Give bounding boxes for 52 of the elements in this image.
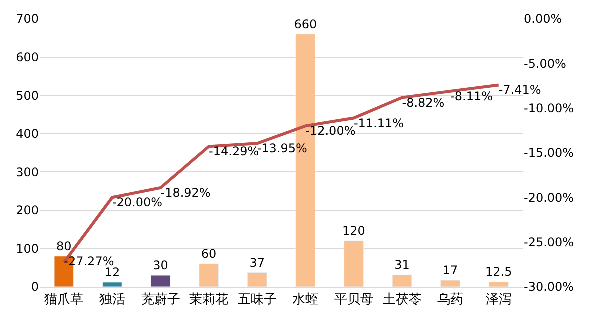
data-label: -20.00% (112, 196, 163, 210)
data-label: -7.41% (498, 83, 542, 98)
x-tick-label: 猫爪草 (44, 292, 84, 308)
data-label: -8.82% (402, 96, 445, 110)
bar (199, 264, 219, 287)
data-label: -13.95% (257, 142, 308, 156)
data-label: 60 (201, 247, 217, 262)
data-label: -11.11% (354, 116, 404, 130)
bar (440, 280, 460, 287)
y2-tick-label: -5.00% (524, 56, 566, 71)
x-tick-label: 茺蔚子 (141, 292, 180, 308)
bar (344, 240, 364, 287)
data-label: 17 (442, 263, 458, 278)
y-tick-label: 500 (16, 88, 39, 103)
y-tick-label: 300 (16, 165, 39, 180)
x-tick-label: 五味子 (238, 292, 277, 308)
data-label: 31 (394, 258, 410, 272)
x-tick-label: 水蛭 (292, 292, 319, 308)
data-label: 120 (342, 224, 366, 238)
x-tick-label: 茉莉花 (190, 292, 229, 308)
data-label: -12.00% (306, 124, 356, 138)
data-label: 660 (294, 17, 318, 32)
bar (150, 275, 171, 287)
y-tick-label: 100 (16, 242, 39, 256)
y2-tick-label: -20.00% (524, 190, 574, 205)
y2-tick-label: -25.00% (524, 236, 574, 250)
y2-tick-label: -15.00% (524, 146, 574, 160)
data-label: 12.5 (485, 265, 512, 280)
y-tick-label: 700 (16, 12, 39, 26)
data-label: 12 (104, 265, 120, 280)
bar (102, 282, 122, 287)
data-label: 37 (250, 256, 265, 270)
y2-tick-label: -10.00% (524, 102, 574, 116)
data-label: -14.29% (209, 144, 260, 159)
x-tick-label: 乌药 (438, 292, 464, 308)
y-tick-label: 600 (16, 50, 39, 64)
y2-tick-label: -30.00% (524, 280, 574, 294)
x-tick-label: 独活 (99, 292, 126, 308)
data-label: 30 (153, 258, 168, 273)
x-tick-label: 平贝母 (334, 292, 374, 308)
bar (392, 274, 412, 287)
data-label: -8.11% (450, 89, 494, 104)
x-tick-label: 泽泻 (486, 292, 512, 308)
x-tick-label: 土茯苓 (382, 292, 422, 308)
y-tick-label: 400 (16, 127, 39, 142)
data-label: 80 (56, 239, 72, 254)
y2-tick-label: 0.00% (524, 12, 562, 26)
y-tick-label: 0 (31, 280, 39, 294)
bar (247, 272, 268, 287)
y-tick-label: 200 (16, 204, 39, 218)
bar (488, 282, 509, 287)
data-label: -18.92% (160, 186, 211, 200)
